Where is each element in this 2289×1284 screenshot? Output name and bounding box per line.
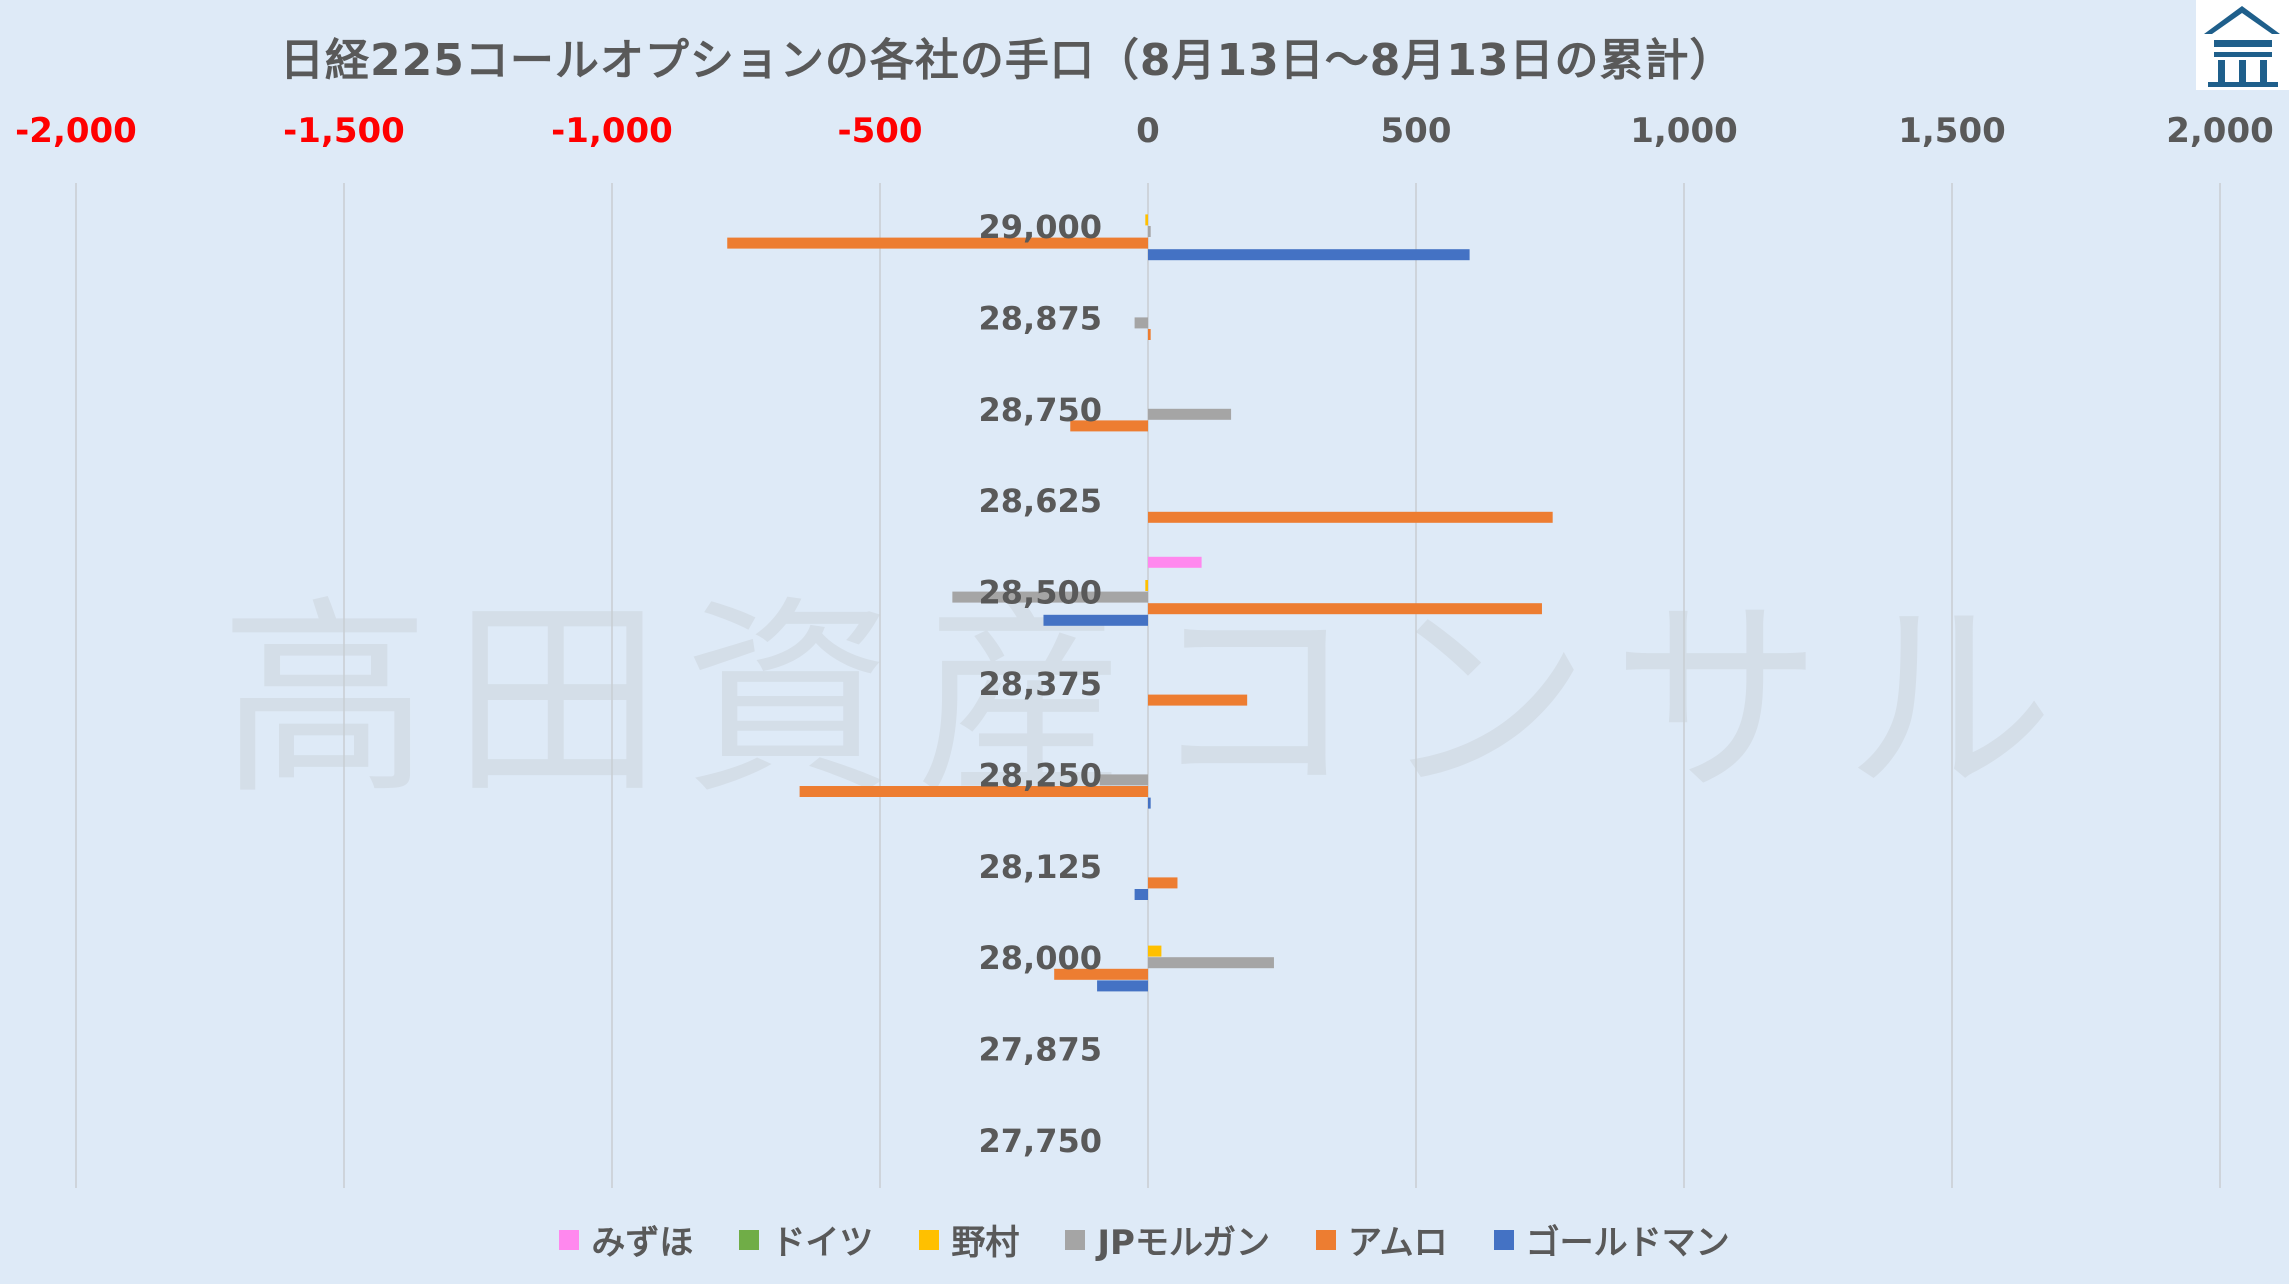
legend-swatch: [739, 1229, 760, 1250]
bar: [1148, 511, 1553, 523]
x-tick-label: 0: [1136, 111, 1160, 151]
legend-item: アムロ: [1315, 1215, 1448, 1264]
category-label: 28,500: [979, 574, 1102, 612]
bar: [1097, 980, 1148, 992]
bar: [1070, 420, 1148, 432]
legend-swatch: [559, 1229, 580, 1250]
gridlines: [75, 183, 2221, 1188]
legend-label: ゴールドマン: [1525, 1223, 1730, 1263]
category-label: 29,000: [979, 208, 1102, 246]
bar: [1148, 556, 1202, 568]
category-label: 27,750: [979, 1122, 1102, 1160]
bars: [727, 214, 1553, 992]
x-tick-label: 1,000: [1630, 111, 1738, 151]
bar: [1145, 580, 1148, 591]
category-label: 28,000: [979, 939, 1102, 977]
bar: [1148, 408, 1232, 420]
x-tick-label: -500: [837, 111, 922, 151]
x-tick-label: 2,000: [2166, 111, 2274, 151]
bar: [1134, 317, 1148, 329]
category-label: 27,875: [979, 1031, 1102, 1069]
bar: [1148, 603, 1542, 615]
bar: [1148, 797, 1151, 809]
bar: [1148, 226, 1151, 237]
bar: [1148, 957, 1274, 969]
category-label: 28,750: [979, 391, 1102, 429]
chart-title: 日経225コールオプションの各社の手口（8月13日～8月13日の累計）: [280, 35, 1735, 86]
bar: [1134, 889, 1148, 900]
legend-label: ドイツ: [771, 1223, 874, 1263]
legend-swatch: [1065, 1229, 1086, 1250]
legend-item: みずほ: [559, 1215, 693, 1264]
bar: [1148, 694, 1248, 706]
bar: [952, 591, 1148, 603]
x-axis-tick-labels: -2,000 -1,500 -1,000 -500 0 500 1,000 1,500 2,00…: [15, 111, 2274, 151]
bar: [727, 237, 1148, 249]
bar: [1099, 774, 1148, 786]
category-label: 28,375: [979, 665, 1102, 703]
bar: [1148, 877, 1178, 889]
bar: [1148, 945, 1162, 957]
legend-label: みずほ: [591, 1223, 694, 1263]
legend-label: 野村: [951, 1223, 1020, 1263]
legend-swatch: [919, 1229, 940, 1250]
category-label: 28,250: [979, 756, 1102, 794]
legend-label: アムロ: [1347, 1223, 1448, 1263]
bar: [799, 786, 1148, 797]
bar: [1148, 249, 1470, 261]
x-tick-label: 500: [1381, 111, 1452, 151]
bar: [1145, 214, 1148, 226]
legend-item: JPモルガン: [1065, 1215, 1270, 1264]
legend-item: 野村: [919, 1215, 1019, 1264]
category-label: 28,125: [979, 848, 1102, 886]
bar: [1043, 614, 1148, 626]
roof-house-logo-icon: [2204, 6, 2280, 87]
bar: [1054, 968, 1148, 980]
bar: [1148, 329, 1151, 340]
legend-item: ゴールドマン: [1493, 1215, 1730, 1264]
legend-swatch: [1315, 1229, 1336, 1250]
logo: [2196, 0, 2289, 90]
category-label: 28,625: [979, 482, 1102, 520]
legend: みずほ ドイツ 野村 JPモルガン アムロ ゴールドマン: [0, 1215, 2289, 1264]
y-axis-category-labels: 29,000 28,875 28,750 28,625 28,500 28,375 28,2…: [979, 208, 1102, 1160]
legend-swatch: [1493, 1229, 1514, 1250]
x-tick-label: 1,500: [1898, 111, 2006, 151]
x-tick-label: -1,000: [551, 111, 673, 151]
category-label: 28,875: [979, 299, 1102, 337]
x-tick-label: -1,500: [283, 111, 405, 151]
legend-item: ドイツ: [739, 1215, 873, 1264]
legend-label: JPモルガン: [1097, 1223, 1270, 1263]
x-tick-label: -2,000: [15, 111, 137, 151]
